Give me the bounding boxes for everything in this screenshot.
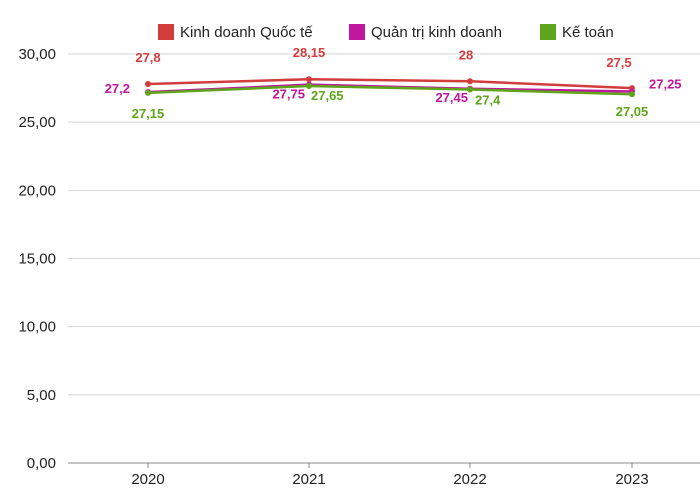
- y-tick-label: 0,00: [27, 455, 56, 472]
- data-label: 27,5: [606, 55, 631, 70]
- data-label: 27,05: [616, 104, 649, 119]
- data-label: 27,8: [135, 50, 160, 65]
- series-lines: [145, 76, 635, 98]
- x-tick-label: 2023: [615, 471, 648, 488]
- data-label: 27,75: [272, 87, 305, 102]
- data-point: [145, 89, 151, 96]
- y-tick-label: 25,00: [18, 114, 56, 131]
- data-point: [306, 83, 312, 90]
- y-tick-label: 10,00: [18, 319, 56, 336]
- data-label: 28: [459, 47, 473, 62]
- legend-label: Kinh doanh Quốc tế: [180, 24, 313, 41]
- y-tick-label: 30,00: [18, 46, 56, 63]
- y-tick-label: 5,00: [27, 387, 56, 404]
- data-point: [467, 86, 473, 93]
- data-label: 28,15: [293, 45, 326, 60]
- legend-item: Kế toán: [540, 24, 614, 41]
- y-tick-label: 20,00: [18, 182, 56, 199]
- x-tick-label: 2022: [453, 471, 486, 488]
- data-label: 27,65: [311, 88, 344, 103]
- legend-label: Quản trị kinh doanh: [371, 24, 502, 41]
- data-point: [306, 76, 312, 83]
- legend-label: Kế toán: [562, 24, 614, 41]
- data-label: 27,2: [105, 81, 130, 96]
- x-axis: 2020 2021 2022 2023: [131, 463, 649, 488]
- legend-swatch: [540, 24, 556, 40]
- data-point: [629, 91, 635, 98]
- grid-lines: [68, 53, 700, 464]
- series-line: [147, 84, 633, 96]
- legend-swatch: [158, 24, 174, 40]
- legend-swatch: [349, 24, 365, 40]
- legend: Kinh doanh Quốc tế Quản trị kinh doanh Kế …: [158, 24, 614, 41]
- data-label: 27,15: [132, 106, 165, 121]
- legend-item: Kinh doanh Quốc tế: [158, 24, 313, 41]
- data-label: 27,25: [649, 76, 682, 91]
- data-label: 27,4: [475, 92, 501, 107]
- series-line: [147, 77, 633, 90]
- x-tick-label: 2020: [131, 471, 164, 488]
- y-tick-label: 15,00: [18, 251, 56, 268]
- data-point: [145, 80, 151, 87]
- data-label: 27,45: [435, 90, 468, 105]
- data-labels: 27,8 28,15 28 27,5 27,2 27,75 27,45 27,25 27,15 2…: [105, 45, 682, 121]
- x-tick-label: 2021: [292, 471, 325, 488]
- y-axis-ticks: 0,00 5,00 10,00 15,00 20,00 25,00 30,00: [18, 46, 56, 472]
- data-point: [467, 78, 473, 85]
- legend-item: Quản trị kinh doanh: [349, 24, 502, 41]
